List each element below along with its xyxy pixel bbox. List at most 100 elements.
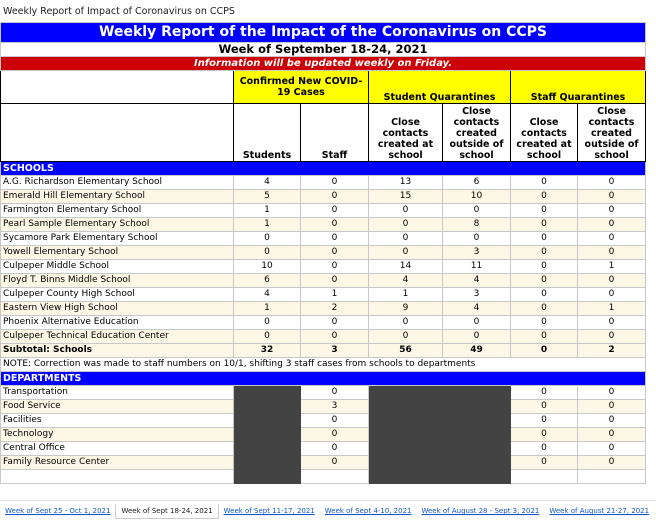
row-label: Food Service (0, 399, 234, 414)
value-cell: 11 (442, 259, 511, 274)
row-label: Farmington Elementary School (0, 203, 234, 218)
sheet-tab[interactable]: Week of Sept 25 - Oct 1, 2021 (5, 507, 111, 515)
value-cell: 0 (510, 399, 578, 414)
column-header: Close contacts created outside of school (576, 103, 647, 162)
value-cell: 56 (368, 343, 443, 358)
value-cell: 0 (576, 413, 647, 428)
value-cell: 0 (233, 315, 301, 330)
value-cell: 0 (300, 189, 369, 204)
row-label: A.G. Richardson Elementary School (0, 175, 234, 190)
value-cell: 0 (300, 245, 369, 260)
value-cell: 0 (442, 315, 511, 330)
value-cell: 1 (300, 287, 369, 302)
value-cell: 0 (510, 259, 578, 274)
row-label: Yowell Elementary School (0, 245, 234, 260)
sheet-tab[interactable]: Week of Sept 18-24, 2021 (115, 503, 219, 519)
value-cell: 0 (576, 189, 647, 204)
masked-cell (233, 469, 301, 484)
section-label: SCHOOLS (0, 161, 647, 176)
masked-cell (368, 469, 511, 484)
title-row: Weekly Report of the Impact of the Coron… (0, 22, 647, 43)
value-cell: 10 (442, 189, 511, 204)
value-cell: 0 (576, 441, 647, 456)
school-row: Culpeper Technical Education Center 0 0 0 0 0… (0, 329, 647, 344)
value-cell: 3 (300, 399, 369, 414)
column-header: Close contacts created at school (368, 103, 443, 162)
value-cell: 0 (576, 315, 647, 330)
value-cell: 10 (233, 259, 301, 274)
school-row: Farmington Elementary School 1 0 0 0 0 0 (0, 203, 647, 218)
empty-cell (0, 469, 234, 484)
value-cell: 0 (300, 259, 369, 274)
column-header: Staff (300, 103, 369, 162)
value-cell: 0 (576, 231, 647, 246)
value-cell: 0 (510, 203, 578, 218)
section-label: DEPARTMENTS (0, 371, 647, 386)
masked-cell (368, 441, 511, 456)
value-cell: 49 (442, 343, 511, 358)
masked-cell (233, 413, 301, 428)
value-cell: 4 (233, 175, 301, 190)
row-label: Culpeper Technical Education Center (0, 329, 234, 344)
value-cell: 0 (300, 203, 369, 218)
department-row: Central Office 0 0 0 (0, 441, 647, 456)
value-cell: 0 (368, 217, 443, 232)
value-cell: 1 (233, 301, 301, 316)
value-cell: 0 (510, 329, 578, 344)
blank-cell (0, 70, 234, 104)
sheet-tab[interactable]: Week of Sept 11-17, 2021 (223, 507, 315, 515)
value-cell: 0 (510, 175, 578, 190)
value-cell: 0 (510, 385, 578, 400)
value-cell: 0 (368, 245, 443, 260)
masked-cell (368, 399, 511, 414)
value-cell: 1 (233, 217, 301, 232)
value-cell: 0 (510, 343, 578, 358)
group-header-row: Confirmed New COVID-19 Cases Student Qua… (0, 70, 647, 104)
value-cell: 5 (233, 189, 301, 204)
sheet-tab[interactable]: Week of Sept 4-10, 2021 (324, 507, 412, 515)
value-cell: 0 (510, 189, 578, 204)
value-cell: 14 (368, 259, 443, 274)
row-label: Central Office (0, 441, 234, 456)
value-cell: 0 (510, 245, 578, 260)
value-cell: 0 (510, 413, 578, 428)
value-cell: 1 (233, 203, 301, 218)
value-cell: 0 (510, 231, 578, 246)
value-cell: 3 (442, 245, 511, 260)
row-label: Floyd T. Binns Middle School (0, 273, 234, 288)
masked-cell (368, 455, 511, 470)
subtotal-row: Subtotal: Schools 32 3 56 49 0 2 (0, 343, 647, 358)
value-cell: 0 (442, 231, 511, 246)
value-cell: 0 (300, 455, 369, 470)
value-cell: 0 (576, 175, 647, 190)
value-cell: 0 (233, 329, 301, 344)
masked-cell (233, 427, 301, 442)
value-cell: 0 (576, 427, 647, 442)
value-cell: 0 (576, 399, 647, 414)
value-cell: 1 (576, 259, 647, 274)
week-row: Week of September 18-24, 2021 (0, 42, 647, 57)
empty-row (0, 469, 647, 484)
school-row: Emerald Hill Elementary School 5 0 15 10 0 0 (0, 189, 647, 204)
report-title: Weekly Report of the Impact of the Coron… (0, 22, 647, 43)
row-label: Culpeper County High School (0, 287, 234, 302)
value-cell: 0 (300, 413, 369, 428)
school-row: Yowell Elementary School 0 0 0 3 0 0 (0, 245, 647, 260)
value-cell: 0 (300, 231, 369, 246)
masked-cell (233, 455, 301, 470)
blank-cell (0, 103, 234, 162)
sheet-title: Weekly Report of Impact of Coronavirus o… (3, 6, 235, 17)
value-cell: 0 (442, 203, 511, 218)
value-cell: 0 (576, 385, 647, 400)
report-week: Week of September 18-24, 2021 (0, 42, 647, 57)
value-cell: 0 (510, 427, 578, 442)
school-row: Floyd T. Binns Middle School 6 0 4 4 0 0 (0, 273, 647, 288)
row-label: Emerald Hill Elementary School (0, 189, 234, 204)
note-row: NOTE: Correction was made to staff numbe… (0, 357, 647, 372)
school-row: A.G. Richardson Elementary School 4 0 13 6 0 0 (0, 175, 647, 190)
sheet-tab[interactable]: Week of August 21-27, 2021 (549, 507, 650, 515)
row-label: Eastern View High School (0, 301, 234, 316)
sheet-tab[interactable]: Week of August 28 - Sept 3, 2021 (421, 507, 540, 515)
report-notice: Information will be updated weekly on Fr… (0, 56, 647, 71)
